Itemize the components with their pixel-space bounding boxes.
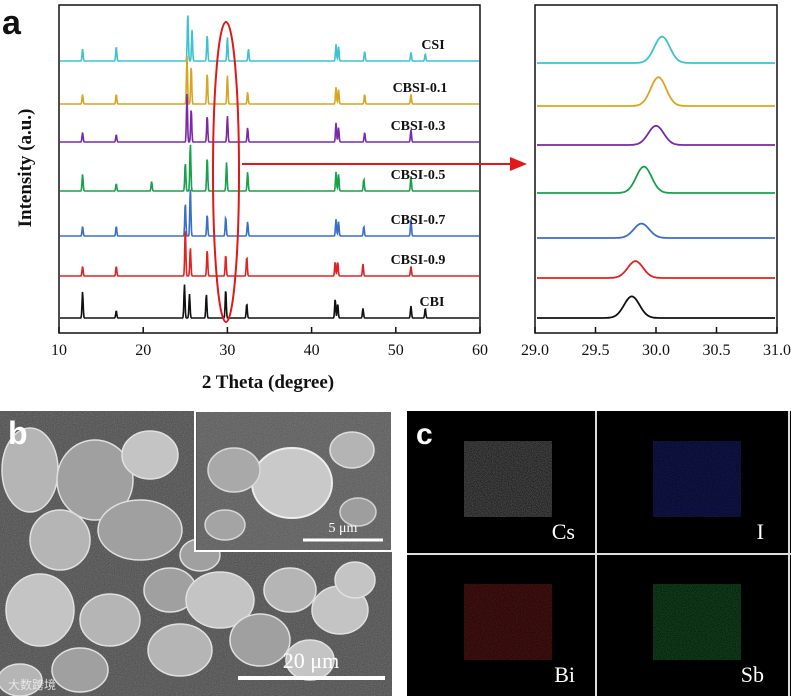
zoom-series-line [537, 124, 775, 146]
main-series-line [60, 284, 479, 319]
zoom-curves [537, 35, 775, 319]
zoom-series-line [537, 35, 775, 64]
main-series-line [60, 93, 479, 144]
eds-maps: Cs I Bi Sb c [407, 411, 791, 696]
sem-particles [0, 427, 376, 696]
eds-map-dots [653, 584, 741, 660]
sem-particle [0, 663, 43, 696]
main-series-labels: CSI CBSI-0.1 CBSI-0.3 CBSI-0.5 CBSI-0.7 CBSI-… [391, 38, 448, 310]
eds-map-label: Bi [554, 662, 575, 687]
main-series-label: CBSI-0.3 [391, 119, 446, 134]
main-series-line [60, 15, 479, 63]
zoom-x-tick-label: 29.5 [582, 342, 610, 359]
sem-particle [5, 573, 75, 647]
main-x-tick-label: 20 [135, 342, 151, 359]
main-series-label: CBSI-0.9 [391, 253, 446, 268]
main-plot-frame [58, 4, 481, 334]
y-axis-label: Intensity (a.u.) [15, 109, 36, 228]
panel-c-letter: c [416, 418, 433, 451]
sem-particle [97, 499, 183, 561]
sem-particle [185, 571, 255, 629]
eds-map-label: Sb [741, 662, 764, 687]
inset-particle [204, 509, 246, 541]
zoom-x-tick-label: 30.5 [703, 342, 731, 359]
watermark: 大数跨境 [8, 677, 56, 692]
sem-particle [334, 561, 376, 599]
main-curves [60, 15, 479, 319]
zoom-series-line [537, 76, 775, 107]
eds-map-label: Cs [552, 519, 575, 544]
zoom-x-tick-label: 29.0 [521, 342, 549, 359]
main-series-label: CBSI-0.5 [391, 168, 446, 183]
zoom-series-line [537, 165, 775, 194]
sem-particle [263, 567, 317, 613]
eds-cells: Cs I Bi Sb [464, 441, 764, 687]
zoom-x-tick-label: 31.0 [763, 342, 791, 359]
zoom-x-tick-label: 30.0 [642, 342, 670, 359]
inset-particle-main [251, 447, 333, 519]
sem-particle [121, 430, 179, 480]
main-x-tick-label: 10 [51, 342, 67, 359]
eds-map-dots [464, 441, 552, 517]
inset-particle [329, 431, 375, 469]
main-series-line [60, 144, 479, 192]
main-series-line [60, 55, 479, 106]
sem-particle [229, 613, 291, 667]
panel-b-letter: b [8, 415, 28, 451]
sem-particle [79, 593, 141, 647]
main-series-label: CBI [420, 295, 445, 310]
inset-particle [207, 447, 261, 493]
eds-map-bi: Bi [464, 584, 575, 687]
zoom-x-ticks: 29.0 29.5 30.0 30.5 31.0 [521, 327, 791, 359]
sem-particle [56, 439, 134, 521]
main-scale-label: 20 μm [283, 648, 339, 673]
xrd-main-plot: 10 20 30 40 50 60 CSI CBSI-0.1 CBSI-0.3 CBSI-0.5… [51, 4, 488, 359]
main-x-tick-label: 60 [472, 342, 488, 359]
eds-map-cs: Cs [464, 441, 575, 544]
main-x-tick-label: 30 [219, 342, 235, 359]
main-x-ticks: 10 20 30 40 50 60 [51, 327, 488, 359]
highlight-ellipse [212, 21, 240, 323]
main-series-label: CBSI-0.7 [391, 213, 446, 228]
main-series-label: CSI [421, 38, 444, 53]
zoom-series-line [537, 295, 775, 319]
eds-map-label: I [757, 519, 764, 544]
sem-particle [51, 647, 109, 693]
xrd-zoom-plot: 29.0 29.5 30.0 30.5 31.0 [521, 4, 791, 359]
x-axis-label: 2 Theta (degree) [202, 372, 334, 393]
eds-map-i: I [653, 441, 764, 544]
inset-scale-label: 5 μm [329, 521, 358, 536]
main-x-tick-label: 50 [388, 342, 404, 359]
main-series-line [60, 231, 479, 277]
main-series-line [60, 189, 479, 237]
zoom-series-line [537, 222, 775, 239]
eds-map-dots [653, 441, 741, 517]
main-x-tick-label: 40 [304, 342, 320, 359]
sem-particle [147, 623, 213, 677]
sem-inset: 5 μm [194, 410, 393, 552]
eds-map-sb: Sb [653, 584, 764, 687]
sem-particle [29, 509, 91, 571]
sem-image: b 5 μm 20 μm 大数跨境 [0, 410, 393, 696]
main-series-label: CBSI-0.1 [393, 81, 448, 96]
eds-map-dots [464, 584, 552, 660]
zoom-arrow [242, 157, 527, 171]
zoom-plot-frame [534, 4, 778, 334]
inset-particle [339, 497, 377, 527]
zoom-series-line [537, 260, 775, 279]
panel-a-letter: a [2, 4, 22, 42]
